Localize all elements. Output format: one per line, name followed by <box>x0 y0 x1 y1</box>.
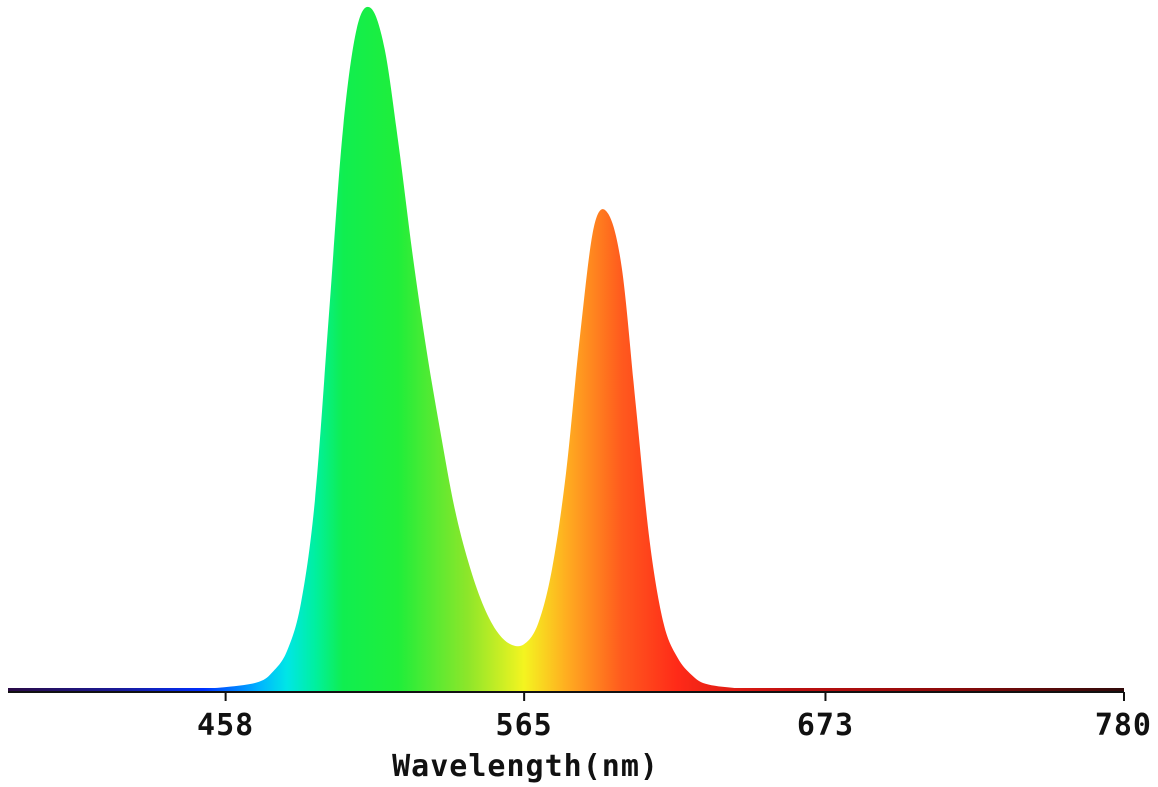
baseline-spectrum-band <box>8 688 1124 692</box>
spectrum-area-series-0 <box>8 6 1124 692</box>
x-tick-label-565: 565 <box>496 708 553 743</box>
plot-area <box>8 6 1124 692</box>
x-axis-title: Wavelength(nm) <box>392 749 659 784</box>
x-tick-label-458: 458 <box>197 708 254 743</box>
x-tick-label-780: 780 <box>1095 708 1152 743</box>
x-axis: 458 565 673 780 <box>8 691 1152 743</box>
x-tick-label-673: 673 <box>797 708 854 743</box>
